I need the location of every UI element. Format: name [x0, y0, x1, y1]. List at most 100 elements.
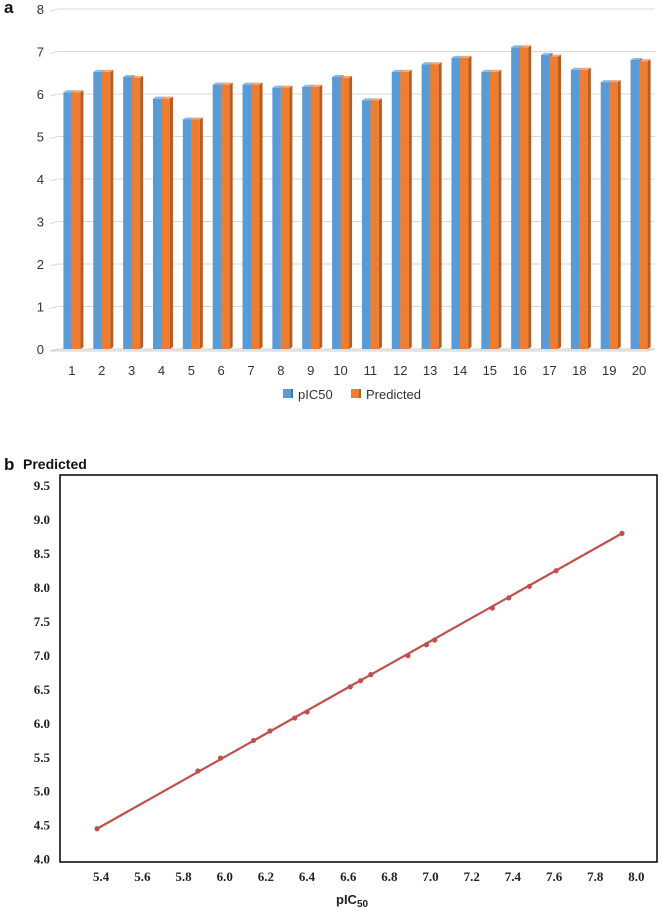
gridline-back-edge — [49, 178, 59, 182]
x-tick-label: 13 — [423, 363, 437, 378]
scatter-chart-x-ticks: 5.4 5.6 5.8 6.0 6.2 6.4 6.6 6.8 7.0 7.2 7.4 7.6 7.8 8… — [93, 869, 644, 884]
x-tick-label: 7.8 — [587, 869, 604, 884]
x-tick-label: 16 — [512, 363, 526, 378]
data-point — [250, 737, 257, 744]
bar-predicted-5 — [191, 117, 203, 349]
bar-predicted-16 — [519, 45, 532, 349]
bar-front — [152, 98, 162, 349]
bar-front — [489, 71, 499, 350]
bar-top — [63, 90, 75, 93]
bar-front — [191, 119, 200, 349]
bar-front — [639, 61, 648, 350]
bar-side — [647, 59, 651, 350]
gridline-back-edge — [49, 221, 59, 224]
data-point — [553, 568, 559, 574]
x-label-subscript: 50 — [357, 899, 369, 910]
x-tick-label: 6.8 — [381, 869, 398, 884]
bar-top — [310, 84, 323, 87]
bar-chart-y-ticks: 0 1 2 3 4 5 6 7 8 — [37, 2, 44, 357]
scatter-chart-y-ticks: 4.0 4.5 5.0 5.5 6.0 6.5 7.0 7.5 8.0 8.5 9.0 9.5 — [34, 478, 51, 866]
bar-top — [421, 62, 434, 65]
bar-predicted-7 — [251, 82, 263, 350]
bar-predicted-14 — [459, 55, 472, 349]
y-tick-label: 7.5 — [34, 614, 51, 629]
bar-front — [391, 71, 401, 350]
bar-side — [498, 69, 502, 350]
y-tick-label: 7.0 — [34, 648, 50, 663]
legend-swatch — [351, 389, 359, 398]
bar-predicted-15 — [489, 69, 502, 350]
data-point — [94, 826, 100, 832]
x-tick-label: 5.6 — [134, 869, 151, 884]
panel-b-label: b — [4, 455, 15, 474]
gridline-back-edge — [49, 263, 59, 267]
bar-top — [93, 69, 105, 72]
bar-top — [131, 75, 144, 78]
bar-front — [570, 69, 580, 350]
bar-side — [229, 82, 233, 350]
y-tick-label: 5.5 — [34, 750, 51, 765]
bar-front — [93, 71, 102, 350]
data-point — [267, 728, 273, 734]
legend-swatch — [283, 389, 291, 398]
data-point — [423, 642, 430, 648]
bar-side — [319, 84, 323, 350]
bar-top — [489, 69, 502, 72]
bar-side — [378, 98, 382, 349]
bar-side — [349, 75, 353, 349]
bar-side — [140, 75, 144, 349]
scatter-chart-series — [94, 530, 625, 832]
y-tick-label: 6.5 — [34, 682, 51, 697]
bar-top — [123, 75, 135, 77]
x-tick-label: 1 — [68, 363, 75, 378]
bar-top — [182, 117, 195, 120]
y-tick-label: 3 — [37, 215, 44, 230]
bar-side — [259, 82, 263, 350]
legend-swatch-side — [291, 389, 293, 398]
x-tick-label: 8 — [277, 363, 284, 378]
legend-item-predicted: Predicted — [351, 387, 421, 402]
x-tick-label: 6.6 — [340, 869, 357, 884]
bar-predicted-6 — [221, 82, 233, 350]
x-tick-label: 7.0 — [422, 869, 438, 884]
bar-top — [361, 98, 374, 101]
y-tick-label: 9.5 — [34, 478, 51, 493]
bar-top — [101, 69, 114, 72]
bar-front — [242, 84, 252, 350]
bar-chart-legend: pIC50 Predicted — [283, 387, 421, 402]
bar-top — [459, 55, 472, 58]
data-point — [489, 605, 495, 611]
bar-front — [302, 86, 311, 350]
bar-front — [310, 86, 320, 350]
y-tick-label: 4.5 — [34, 818, 51, 833]
bar-side — [558, 54, 562, 349]
bar-top — [251, 82, 263, 85]
bar-top — [391, 69, 404, 72]
bar-predicted-9 — [310, 84, 323, 350]
y-tick-label: 8.0 — [34, 580, 50, 595]
x-tick-label: 5.4 — [93, 869, 110, 884]
bar-front — [511, 47, 520, 349]
x-tick-label: 10 — [333, 363, 347, 378]
bar-side — [587, 67, 591, 350]
bar-front — [63, 92, 72, 350]
bar-front — [280, 87, 290, 349]
y-tick-label: 6.0 — [34, 716, 50, 731]
x-tick-label: 6.2 — [258, 869, 274, 884]
x-tick-label: 19 — [602, 363, 616, 378]
data-point — [217, 755, 224, 761]
bar-top — [549, 54, 562, 57]
bar-front — [332, 77, 341, 349]
x-tick-label: 14 — [453, 363, 467, 378]
bar-top — [152, 96, 165, 99]
x-tick-label: 5.8 — [175, 869, 192, 884]
bar-front — [579, 69, 588, 350]
bar-front — [182, 119, 192, 349]
x-tick-label: 18 — [572, 363, 586, 378]
gridline-back-edge — [49, 93, 59, 97]
data-point — [405, 653, 411, 659]
bar-top — [481, 69, 493, 72]
bar-top — [451, 55, 463, 58]
bar-front — [71, 92, 81, 350]
